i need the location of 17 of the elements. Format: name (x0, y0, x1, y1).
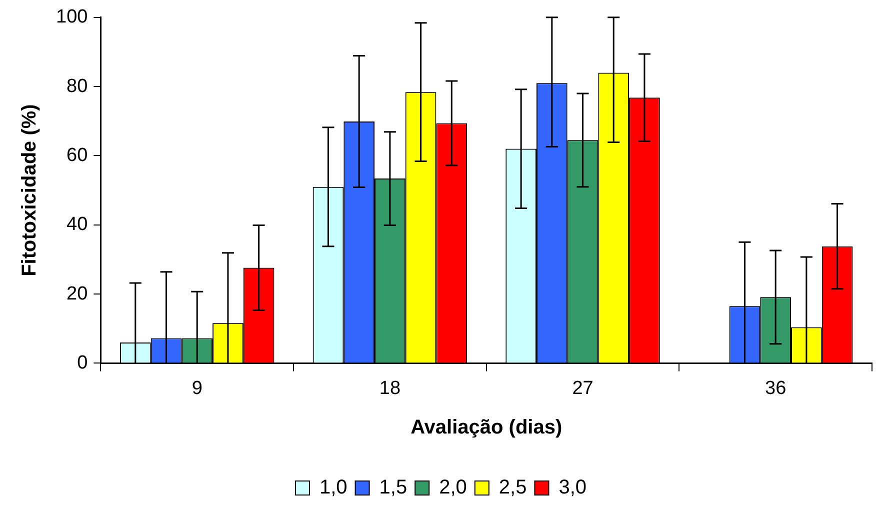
x-tick-label: 18 (379, 378, 401, 399)
y-tick-label: 100 (56, 6, 88, 28)
y-tick-label: 60 (66, 144, 88, 166)
x-tick-label: 36 (765, 378, 786, 399)
y-axis-title: Fitotoxicidade (%) (18, 104, 41, 276)
legend-label: 1,0 (319, 476, 348, 499)
y-tick-label: 80 (66, 76, 88, 97)
x-tick-label: 9 (192, 378, 202, 399)
legend-label: 2,5 (498, 476, 527, 499)
y-tick-label: 40 (66, 214, 88, 236)
x-tick-label: 27 (572, 378, 594, 399)
x-axis-title: Avaliação (dias) (410, 416, 562, 439)
legend-label: 3,0 (558, 476, 587, 499)
legend-label: 1,5 (379, 476, 408, 499)
y-tick-label: 0 (77, 352, 88, 374)
legend-label: 2,0 (439, 476, 467, 499)
y-tick-label: 20 (66, 283, 88, 304)
